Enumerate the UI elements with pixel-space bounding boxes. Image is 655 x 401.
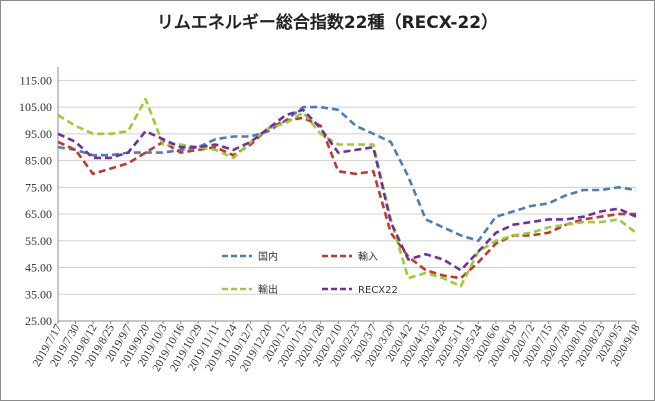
y-tick-label: 25.00	[25, 314, 52, 328]
y-tick-label: 55.00	[25, 234, 52, 248]
chart-title: リムエネルギー総合指数22種（RECX-22）	[156, 13, 499, 33]
y-tick-label: 65.00	[25, 207, 52, 221]
y-tick-label: 95.00	[25, 127, 52, 141]
y-tick-label: 85.00	[25, 154, 52, 168]
series-line-RECX22	[57, 108, 637, 272]
legend-label: 国内	[258, 250, 278, 263]
y-tick-label: 115.00	[19, 73, 52, 87]
legend-label: 輸入	[358, 250, 378, 263]
series-line-国内	[57, 105, 637, 243]
y-tick-label: 105.00	[19, 100, 52, 114]
y-tick-label: 75.00	[25, 180, 52, 194]
y-tick-label: 45.00	[25, 261, 52, 275]
series-line-輸出	[57, 97, 637, 288]
y-tick-label: 35.00	[25, 287, 52, 301]
legend-label: RECX22	[358, 285, 398, 296]
series-line-輸入	[57, 116, 636, 280]
legend-label: 輸出	[258, 283, 278, 296]
